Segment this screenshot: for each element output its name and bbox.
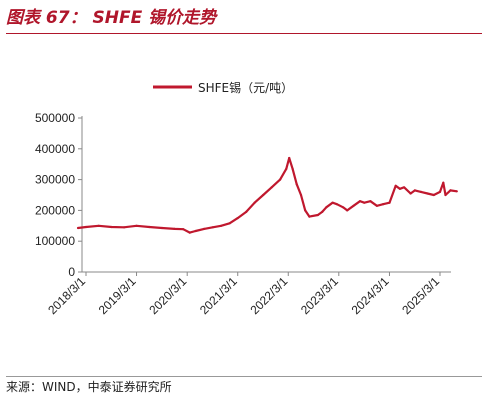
data-point: [76, 226, 80, 230]
y-tick-label: 200000: [35, 203, 75, 217]
data-point: [123, 226, 126, 229]
data-point: [299, 193, 303, 197]
y-tick-label: 100000: [35, 234, 75, 248]
y-tick-label: 500000: [35, 111, 75, 125]
data-point: [375, 204, 378, 207]
data-point: [444, 193, 447, 197]
data-point: [325, 206, 328, 209]
x-tick-label: 2018/3/1: [45, 274, 88, 317]
data-point: [84, 225, 88, 229]
x-tick-label: 2024/3/1: [349, 274, 392, 317]
data-point: [148, 225, 151, 229]
data-point: [382, 203, 385, 206]
data-point: [398, 187, 401, 190]
legend: SHFE锡（元/吨）: [153, 80, 293, 95]
data-point: [262, 193, 265, 197]
data-point: [110, 225, 113, 229]
data-point: [182, 228, 185, 231]
y-tick-label: 300000: [35, 173, 75, 187]
data-point: [449, 189, 452, 192]
data-point: [413, 189, 416, 192]
data-point: [308, 215, 311, 218]
data-point: [253, 201, 256, 204]
data-point: [419, 190, 423, 193]
data-point: [160, 226, 164, 230]
data-point: [304, 209, 307, 212]
x-tick-label: 2020/3/1: [146, 274, 189, 317]
title-divider: [6, 33, 482, 34]
data-point: [346, 209, 349, 212]
x-tick-label: 2022/3/1: [247, 274, 290, 317]
data-point: [291, 167, 294, 170]
data-point: [236, 217, 239, 220]
data-point: [442, 181, 445, 184]
x-tick-label: 2021/3/1: [197, 274, 240, 317]
data-point: [432, 193, 435, 197]
data-point: [97, 224, 100, 227]
data-point: [288, 156, 291, 160]
data-point: [331, 201, 334, 204]
source-note: 来源：WIND，中泰证券研究所: [6, 380, 172, 394]
data-point: [194, 229, 197, 233]
data-point: [403, 186, 406, 189]
legend-label: SHFE锡（元/吨）: [198, 80, 293, 95]
data-point: [426, 192, 429, 195]
data-point: [211, 226, 214, 229]
data-point: [363, 201, 366, 204]
data-point: [369, 200, 372, 203]
data-point: [321, 210, 324, 213]
data-point: [270, 186, 273, 189]
data-point: [279, 178, 282, 181]
source-divider: [6, 376, 482, 377]
data-point: [135, 224, 138, 227]
y-tick-label: 0: [68, 265, 75, 279]
y-tick-label: 400000: [35, 142, 75, 156]
x-axis: 2018/3/1 2019/3/1 2020/3/1 2021/3/1 2022/3/1…: [45, 271, 451, 317]
data-point: [285, 167, 288, 170]
data-point: [245, 210, 248, 213]
y-axis: 0 100000 200000 300000 400000 500000: [35, 111, 83, 279]
data-point: [394, 184, 397, 187]
data-point: [203, 227, 206, 230]
data-point: [316, 213, 319, 217]
data-point: [358, 200, 362, 203]
data-point: [295, 183, 298, 186]
data-point: [438, 190, 442, 193]
data-point: [352, 204, 355, 207]
data-point: [335, 203, 338, 206]
data-point: [455, 190, 458, 193]
data-point: [188, 231, 191, 234]
data-point: [228, 222, 231, 225]
data-point: [220, 224, 223, 227]
data-point: [173, 227, 176, 230]
x-tick-label: 2019/3/1: [96, 274, 139, 317]
data-point: [409, 192, 412, 195]
x-tick-label: 2025/3/1: [399, 274, 442, 317]
figure-title: 图表 67： SHFE 锡价走势: [6, 8, 217, 28]
x-tick-label: 2023/3/1: [298, 274, 341, 317]
series-line-0: [77, 156, 457, 234]
data-point: [388, 201, 391, 204]
plot-area: [76, 156, 458, 234]
data-point: [342, 206, 345, 209]
